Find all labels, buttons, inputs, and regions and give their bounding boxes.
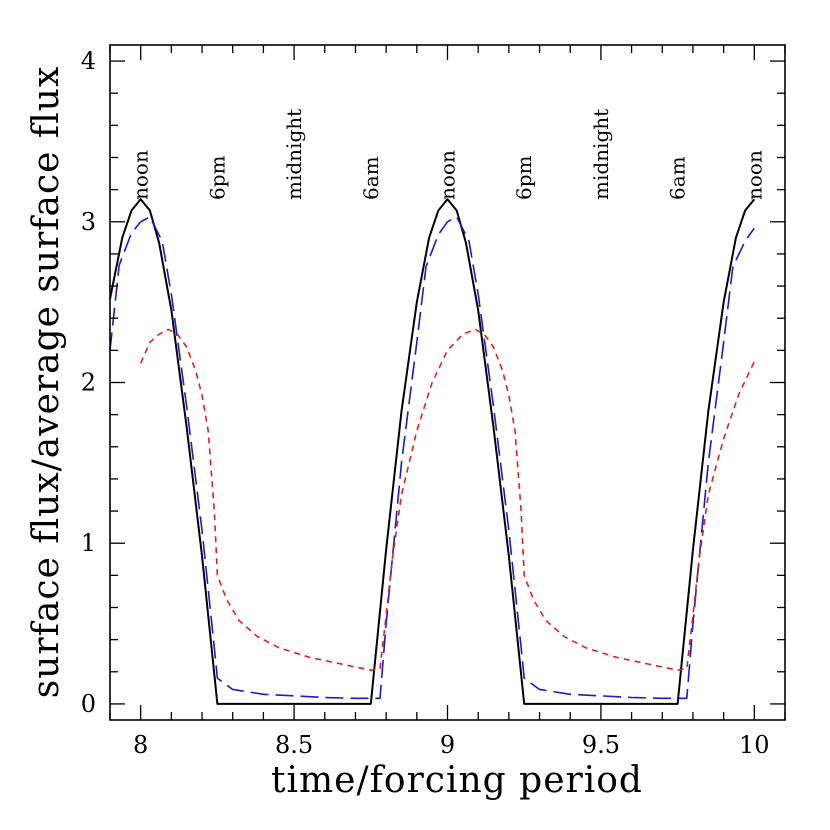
x-tick-label: 9 (440, 731, 455, 759)
time-of-day-label: noon (742, 150, 766, 200)
ticks-layer (109, 45, 786, 720)
time-of-day-label: midnight (589, 109, 613, 200)
time-of-day-label: midnight (282, 109, 306, 200)
time-of-day-label: 6am (666, 156, 690, 200)
x-axis-title: time/forcing period (271, 760, 643, 801)
time-of-day-labels: noon 6pm midnight 6am noon 6pm midnight 6am noon (129, 109, 767, 200)
time-of-day-label: 6pm (205, 155, 229, 200)
y-axis-title: surface flux/average surface flux (26, 66, 67, 698)
series-line-dotted (139, 328, 756, 671)
time-of-day-label: 6am (359, 156, 383, 200)
x-tick-label: 10 (739, 731, 770, 759)
x-tick-label: 8.5 (275, 731, 313, 759)
x-tick-label: 9.5 (582, 731, 620, 759)
tick-labels-layer: 8 8.5 9 9.5 10 0 1 2 3 4 (81, 47, 770, 759)
y-tick-label: 0 (81, 690, 96, 718)
time-of-day-label: noon (436, 150, 460, 200)
x-tick-label: 8 (133, 731, 148, 759)
time-of-day-label: noon (129, 150, 153, 200)
y-tick-label: 4 (81, 47, 96, 75)
series-line-solid (109, 198, 756, 705)
y-tick-label: 1 (81, 529, 96, 557)
series-layer (109, 198, 756, 705)
time-of-day-label: 6pm (512, 155, 536, 200)
y-tick-label: 3 (81, 208, 96, 236)
series-line-dashed (109, 216, 755, 700)
y-tick-label: 2 (81, 369, 96, 397)
